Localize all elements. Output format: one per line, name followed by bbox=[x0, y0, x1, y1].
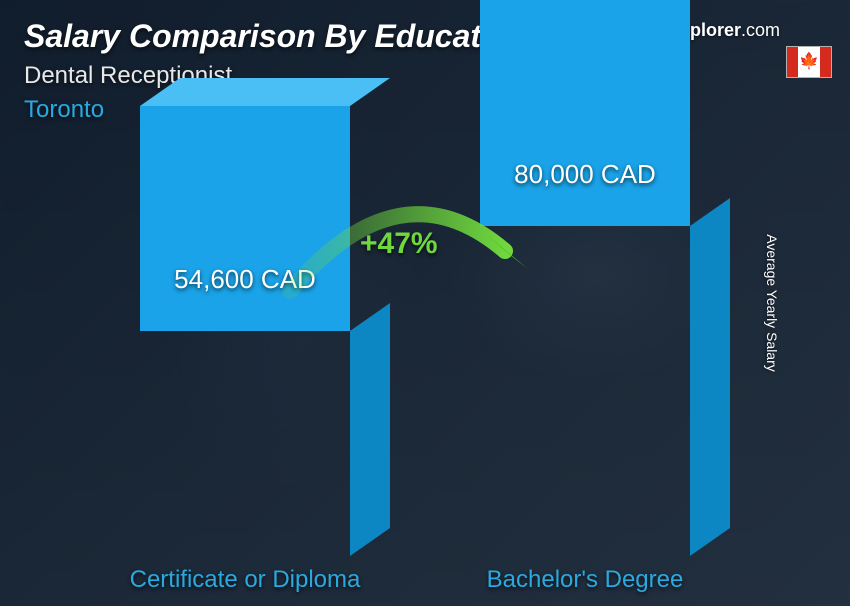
percent-increase-label: +47% bbox=[360, 227, 438, 261]
bar-side-face bbox=[350, 303, 390, 556]
brand-suffix: .com bbox=[741, 20, 780, 40]
bar-certificate bbox=[140, 331, 350, 556]
bar-chart: 54,600 CAD 80,000 CAD Certificate or Dip… bbox=[0, 136, 850, 606]
flag-icon: 🍁 bbox=[786, 46, 832, 78]
infographic-stage: Salary Comparison By Education Dental Re… bbox=[0, 0, 850, 606]
page-title: Salary Comparison By Education bbox=[24, 18, 529, 55]
bar-front-face bbox=[480, 0, 690, 226]
maple-leaf-icon: 🍁 bbox=[799, 54, 819, 70]
flag-left-bar bbox=[787, 47, 798, 77]
bar-value-1: 80,000 CAD bbox=[455, 159, 715, 190]
bar-value-0: 54,600 CAD bbox=[115, 264, 375, 295]
flag-center: 🍁 bbox=[798, 47, 820, 77]
category-label-0: Certificate or Diploma bbox=[95, 566, 395, 594]
flag-right-bar bbox=[820, 47, 831, 77]
category-label-1: Bachelor's Degree bbox=[435, 566, 735, 594]
bar-bachelor bbox=[480, 226, 690, 556]
location-label: Toronto bbox=[24, 96, 104, 124]
bar-side-face bbox=[690, 198, 730, 556]
bar-front-face bbox=[140, 106, 350, 331]
bar-top-face bbox=[140, 78, 390, 106]
